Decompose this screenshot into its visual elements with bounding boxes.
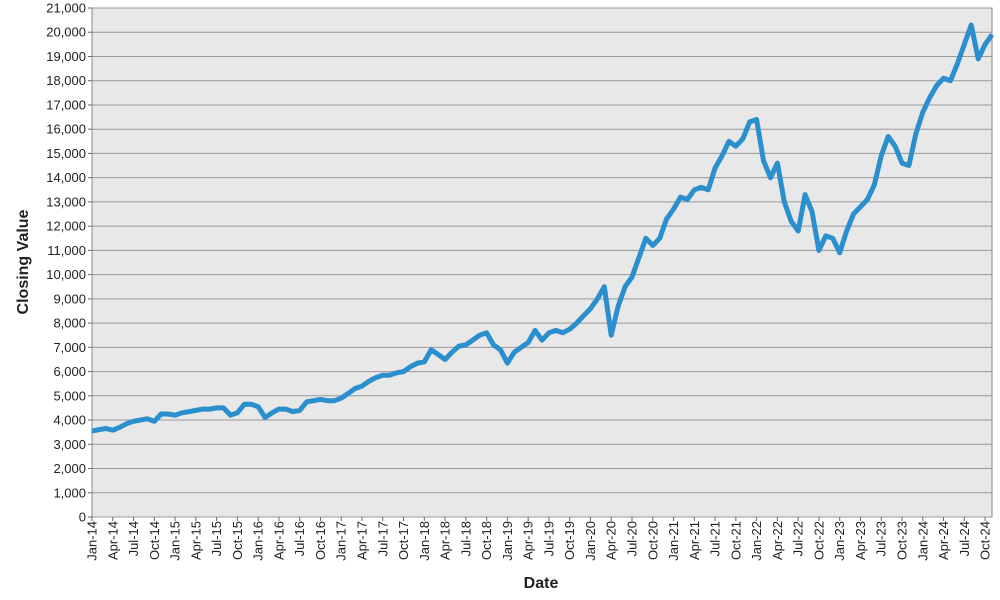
x-tick-label: Jan-18: [417, 521, 432, 561]
x-tick-label: Jan-14: [85, 521, 100, 561]
x-tick-label: Jul-17: [375, 521, 390, 556]
y-tick-label: 13,000: [46, 194, 86, 209]
x-tick-label: Apr-18: [438, 521, 453, 560]
y-tick-label: 10,000: [46, 267, 86, 282]
x-tick-label: Jan-17: [334, 521, 349, 561]
x-tick-label: Oct-24: [978, 521, 993, 560]
line-series: [91, 22, 995, 434]
y-tick-label: 1,000: [53, 485, 86, 500]
y-tick-label: 4,000: [53, 413, 86, 428]
y-tick-label: 3,000: [53, 437, 86, 452]
x-tick-label: Apr-16: [271, 521, 286, 560]
y-tick-label: 6,000: [53, 364, 86, 379]
x-tick-label: Jan-24: [915, 521, 930, 561]
x-tick-label: Apr-19: [521, 521, 536, 560]
y-tick-label: 9,000: [53, 291, 86, 306]
y-tick-label: 5,000: [53, 388, 86, 403]
x-tick-label: Jan-19: [500, 521, 515, 561]
x-tick-label: Oct-18: [479, 521, 494, 560]
y-tick-label: 0: [79, 510, 86, 525]
x-tick-label: Oct-15: [230, 521, 245, 560]
x-axis-title: Date: [524, 575, 559, 592]
x-tick-label: Apr-24: [936, 521, 951, 560]
y-tick-label: 2,000: [53, 461, 86, 476]
y-tick-label: 11,000: [47, 243, 86, 258]
x-tick-label: Jan-20: [583, 521, 598, 561]
x-tick-label: Jul-22: [791, 521, 806, 556]
x-tick-label: Oct-20: [645, 521, 660, 560]
x-tick-label: Jul-20: [625, 521, 640, 556]
x-tick-label: Jul-19: [541, 521, 556, 556]
y-tick-label: 19,000: [46, 49, 86, 64]
x-tick-label: Jan-21: [666, 521, 681, 561]
x-tick-label: Jan-22: [749, 521, 764, 561]
x-tick-label: Jul-14: [126, 521, 141, 556]
x-tick-label: Jul-24: [957, 521, 972, 556]
x-tick-label: Apr-14: [105, 521, 120, 560]
y-tick-label: 20,000: [46, 25, 86, 40]
x-tick-label: Apr-20: [604, 521, 619, 560]
x-tick-label: Oct-23: [895, 521, 910, 560]
y-tick-label: 12,000: [46, 219, 86, 234]
x-tick-label: Jul-16: [292, 521, 307, 556]
x-tick-label: Jan-15: [168, 521, 183, 561]
y-tick-label: 18,000: [46, 73, 86, 88]
x-tick-label: Apr-21: [687, 521, 702, 560]
x-tick-label: Apr-22: [770, 521, 785, 560]
x-tick-label: Jul-15: [209, 521, 224, 556]
x-tick-label: Oct-17: [396, 521, 411, 560]
x-tick-label: Oct-22: [811, 521, 826, 560]
x-tick-label: Oct-21: [728, 521, 743, 560]
y-tick-label: 16,000: [46, 122, 86, 137]
y-tick-label: 15,000: [46, 146, 86, 161]
x-tick-label: Jul-21: [708, 521, 723, 556]
x-tick-label: Oct-16: [313, 521, 328, 560]
x-tick-label: Jan-23: [832, 521, 847, 561]
x-tick-label: Apr-15: [188, 521, 203, 560]
y-tick-label: 8,000: [53, 316, 86, 331]
x-tick-label: Jul-23: [874, 521, 889, 556]
x-tick-label: Jan-16: [251, 521, 266, 561]
x-tick-label: Jul-18: [458, 521, 473, 556]
y-tick-label: 21,000: [46, 1, 86, 16]
x-tick-label: Apr-17: [355, 521, 370, 560]
y-tick-label: 14,000: [46, 170, 86, 185]
x-tick-label: Oct-14: [147, 521, 162, 560]
x-tick-label: Apr-23: [853, 521, 868, 560]
plot-area: [91, 7, 993, 518]
y-tick-label: 7,000: [53, 340, 86, 355]
y-axis-title: Closing Value: [15, 209, 32, 314]
y-tick-label: 17,000: [46, 97, 86, 112]
x-tick-label: Oct-19: [562, 521, 577, 560]
